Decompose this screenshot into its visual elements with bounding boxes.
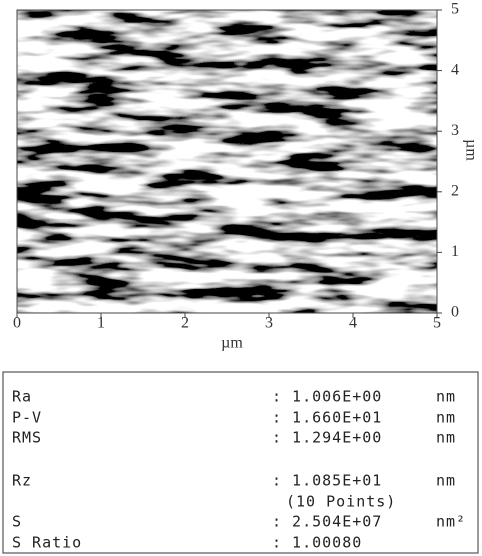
row-value: : 2.504E+07: [272, 513, 382, 531]
row-value: : 1.660E+01: [272, 409, 382, 427]
row-label: Rz: [12, 472, 32, 490]
row-unit: nm: [436, 472, 456, 490]
y-tick-label: 0: [451, 304, 459, 321]
row-value: : 1.085E+01: [272, 472, 382, 490]
row-label: Ra: [12, 388, 32, 406]
row-value: : 1.294E+00: [272, 429, 382, 447]
row-unit: nm: [436, 388, 456, 406]
image-frame: [16, 9, 438, 314]
y-axis-label: µm: [462, 139, 479, 161]
row-label: RMS: [12, 429, 42, 447]
x-tick-label: 5: [433, 315, 441, 332]
y-tick-label: 5: [451, 1, 459, 18]
y-tick-label: 2: [451, 182, 459, 199]
x-tick-label: 4: [349, 315, 357, 332]
row-value: : 1.006E+00: [272, 388, 382, 406]
row-label: S Ratio: [12, 534, 82, 552]
y-tick-label: 3: [451, 122, 459, 139]
x-tick-label: 2: [181, 315, 189, 332]
row-unit: nm²: [436, 513, 466, 531]
y-tick-label: 4: [451, 61, 459, 78]
table-frame: [2, 371, 479, 554]
x-tick-label: 0: [13, 315, 21, 332]
row-note: (10 Points): [286, 493, 396, 511]
row-value: : 1.00080: [272, 534, 362, 552]
row-label: P-V: [12, 409, 42, 427]
row-label: S: [12, 513, 22, 531]
x-tick-label: 1: [97, 315, 105, 332]
table: Ra : 1.006E+00 nm P-V : 1.660E+01 nm RMS : 1.29…: [12, 388, 466, 552]
x-tick-label: 3: [265, 315, 273, 332]
x-axis-label: µm: [221, 335, 243, 352]
row-unit: nm: [436, 409, 456, 427]
afm-image: [17, 10, 437, 313]
y-tick-label: 1: [451, 243, 459, 260]
row-unit: nm: [436, 429, 456, 447]
